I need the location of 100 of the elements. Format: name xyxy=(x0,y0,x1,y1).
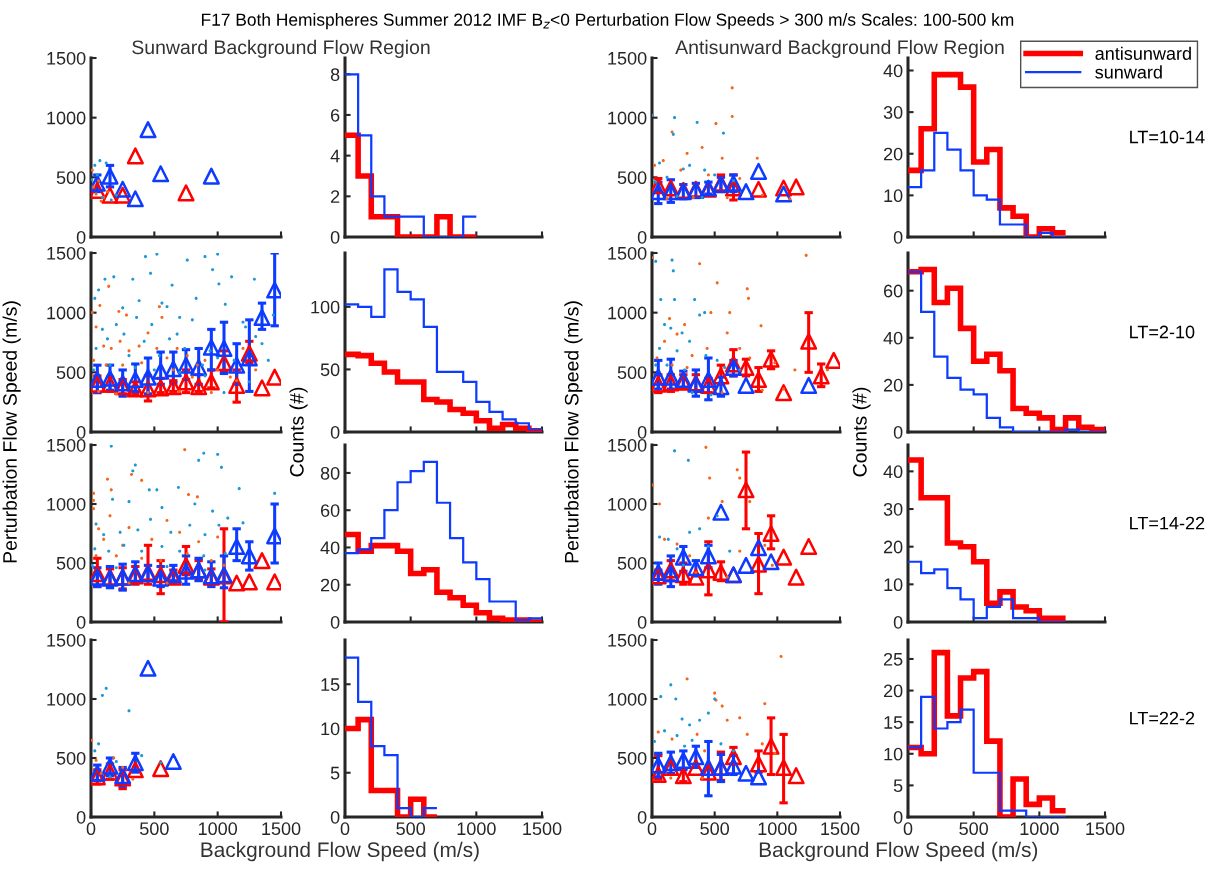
x-axis-title: Background Flow Speed (m/s) xyxy=(201,841,479,862)
y-tick-label: 1000 xyxy=(608,306,647,320)
y-tick-label: 500 xyxy=(56,751,86,765)
x-tick-label: 1000 xyxy=(1020,822,1059,836)
x-tick-label: 1000 xyxy=(758,822,797,836)
y-tick-label: 2 xyxy=(331,190,340,203)
y-tick-label: 1500 xyxy=(47,633,86,647)
y-tick-label: 1500 xyxy=(47,246,86,260)
text: LT=10-14 xyxy=(1130,130,1205,144)
y-tick-label: 0 xyxy=(330,230,340,244)
y-tick-label: 1500 xyxy=(608,438,647,452)
y-tick-label: 10 xyxy=(884,578,903,592)
y-axis-title: Counts (#) xyxy=(852,387,871,477)
x-tick-label: 1500 xyxy=(1086,822,1125,836)
y-axis-title: Perturbation Flow Speed (m/s) xyxy=(564,301,583,563)
x-tick-label: 1500 xyxy=(821,822,860,836)
y-tick-label: 500 xyxy=(56,366,86,380)
y-tick-label: 40 xyxy=(883,331,903,345)
y-tick-label: 4 xyxy=(330,149,340,163)
y-tick-label: 10 xyxy=(884,189,903,203)
y-tick-label: 1500 xyxy=(47,51,86,65)
x-tick-label: 500 xyxy=(396,822,426,836)
y-tick-label: 100 xyxy=(311,300,340,314)
y-tick-label: 1500 xyxy=(47,438,86,452)
y-tick-label: 0 xyxy=(330,810,340,824)
y-tick-label: 0 xyxy=(76,230,86,244)
x-tick-label: 1500 xyxy=(523,822,562,836)
x-tick-label: 1500 xyxy=(262,822,301,836)
x-tick-label: 0 xyxy=(647,822,657,836)
x-tick-label: 500 xyxy=(700,822,730,836)
y-tick-label: 8 xyxy=(330,68,340,81)
chart-title: Antisunward Background Flow Region xyxy=(675,39,1004,58)
y-tick-label: 0 xyxy=(893,810,903,824)
y-tick-label: 60 xyxy=(883,284,903,298)
x-tick-label: 1000 xyxy=(457,822,496,836)
x-tick-label: 500 xyxy=(139,822,169,836)
y-tick-label: 1500 xyxy=(608,51,647,65)
y-tick-label: 50 xyxy=(320,363,340,377)
y-tick-label: 0 xyxy=(76,425,86,439)
x-tick-label: 0 xyxy=(86,822,96,836)
y-tick-label: 60 xyxy=(320,504,340,517)
x-tick-label: 500 xyxy=(959,822,989,836)
text: F17 Both Hemispheres Summer 2012 IMF B$_{z}$<0 Perturbation Flow Speeds > 300 m/s Scales: 100-500 km xyxy=(201,13,1014,30)
y-tick-label: 0 xyxy=(330,425,340,439)
y-tick-label: 0 xyxy=(637,230,647,244)
y-tick-label: 0 xyxy=(637,615,647,629)
y-tick-label: 20 xyxy=(883,684,903,698)
y-tick-label: 0 xyxy=(76,810,86,824)
y-tick-label: 5 xyxy=(893,779,903,793)
chart-title: Sunward Background Flow Region xyxy=(132,39,430,58)
text: LT=2-10 xyxy=(1130,325,1195,339)
y-tick-label: 20 xyxy=(883,147,903,161)
y-tick-label: 20 xyxy=(883,540,903,554)
y-tick-label: 1000 xyxy=(47,692,86,706)
y-tick-label: 10 xyxy=(321,722,340,736)
y-tick-label: 1000 xyxy=(47,306,86,320)
y-tick-label: 40 xyxy=(320,541,340,555)
legend-label: sunward xyxy=(1095,65,1162,79)
y-tick-label: 500 xyxy=(56,556,86,570)
y-tick-label: 0 xyxy=(637,425,647,439)
y-tick-label: 1000 xyxy=(608,111,647,125)
y-tick-label: 1500 xyxy=(608,246,647,260)
y-tick-label: 500 xyxy=(617,171,647,185)
text: LT=22-2 xyxy=(1130,711,1195,725)
y-tick-label: 1500 xyxy=(608,633,647,647)
x-tick-label: 0 xyxy=(903,822,913,836)
y-tick-label: 500 xyxy=(56,171,86,185)
y-tick-label: 0 xyxy=(637,810,647,824)
y-tick-label: 6 xyxy=(331,108,340,122)
y-tick-label: 40 xyxy=(883,64,903,78)
y-tick-label: 30 xyxy=(883,106,903,119)
y-tick-label: 10 xyxy=(884,747,903,761)
y-tick-label: 20 xyxy=(883,378,903,392)
legend-label: antisunward xyxy=(1095,46,1191,60)
y-tick-label: 0 xyxy=(893,615,903,629)
y-tick-label: 0 xyxy=(330,615,340,629)
y-tick-label: 25 xyxy=(883,652,903,666)
y-axis-title: Perturbation Flow Speed (m/s) xyxy=(2,301,21,563)
y-tick-label: 15 xyxy=(321,678,340,691)
y-tick-label: 500 xyxy=(617,751,647,765)
y-tick-label: 80 xyxy=(320,466,340,480)
y-axis-title: Counts (#) xyxy=(289,387,308,477)
y-tick-label: 30 xyxy=(883,502,903,516)
x-axis-title: Background Flow Speed (m/s) xyxy=(759,841,1038,862)
y-tick-label: 0 xyxy=(893,425,903,439)
x-tick-label: 1000 xyxy=(198,822,238,836)
y-tick-label: 5 xyxy=(330,766,340,780)
y-tick-label: 1000 xyxy=(47,497,86,511)
y-tick-label: 0 xyxy=(76,615,86,629)
y-tick-label: 0 xyxy=(893,230,903,244)
y-tick-label: 40 xyxy=(883,465,903,479)
x-tick-label: 0 xyxy=(340,822,350,836)
y-tick-label: 1000 xyxy=(608,692,647,706)
y-tick-label: 500 xyxy=(617,366,647,380)
y-tick-label: 15 xyxy=(884,716,903,729)
y-tick-label: 20 xyxy=(320,578,340,592)
y-tick-label: 1000 xyxy=(47,111,86,125)
text: LT=14-22 xyxy=(1130,516,1205,530)
y-tick-label: 500 xyxy=(617,556,647,570)
y-tick-label: 1000 xyxy=(608,497,647,511)
